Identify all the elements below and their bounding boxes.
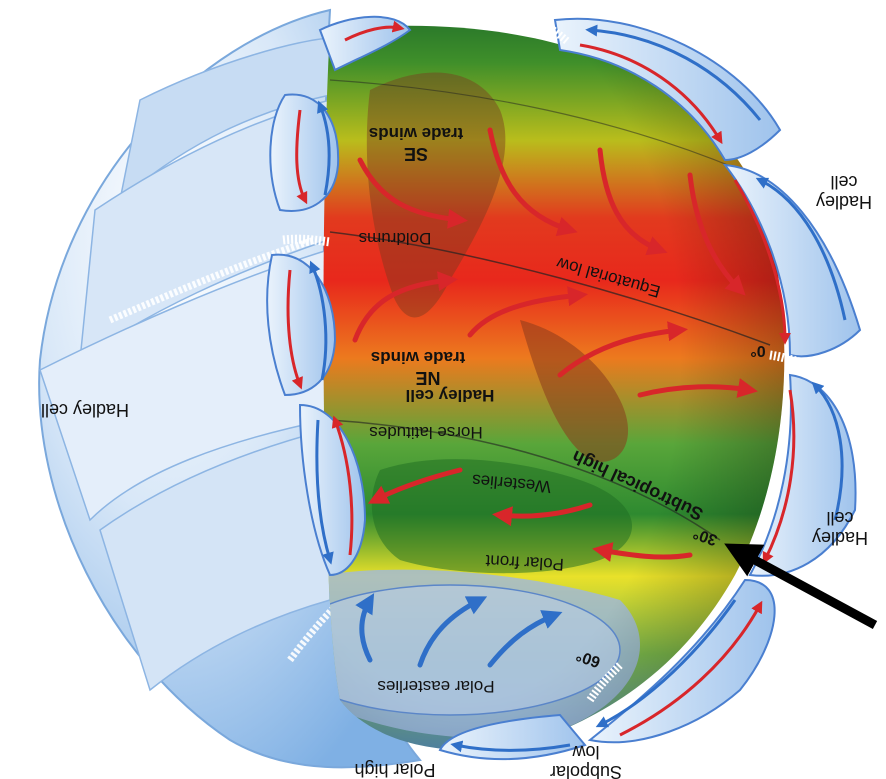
ne-trade-wind-arrow-4 [637,378,758,398]
cloud-band-left-2 [287,577,368,663]
label-subpolar-low-1: Subpolar [550,762,622,779]
left-cell-top [318,15,412,72]
se-trade-wind-arrow-4 [687,172,746,296]
cloud-band-top [537,16,571,46]
cloud-band-left-1 [108,236,317,324]
label-hadley-cell-center: Hadley cell [406,386,495,405]
label-hadley-cell-mid-right-1: Hadley [812,528,868,548]
ne-trade-wind-arrow-2 [467,286,588,338]
label-ne-trade-winds: trade winds [371,348,465,367]
polar-easterly-arrows [355,593,563,668]
latitude-line-0 [329,231,771,346]
westerly-arrow-3 [592,542,693,562]
latitude-line-30 [329,419,721,541]
latitude-line-top [329,79,741,171]
label-horse-latitudes: Horse latitudes [369,423,482,442]
ne-trade-wind-arrow-1 [352,271,458,343]
pointer-arrow [724,543,878,629]
label-ne: NE [415,368,440,388]
label-subpolar-low-2: low [571,742,599,762]
right-cell-hadley-upper [722,163,862,358]
label-polar-front: Polar front [485,551,565,574]
westerly-arrow-2 [492,502,593,527]
ne-trade-wind-arrow-3 [557,321,688,378]
label-se: SE [404,144,428,164]
label-hadley-cell-top-right-1: Hadley [816,192,872,212]
cloud-band-right-equator [769,350,833,380]
label-doldrums: Doldrums [359,229,432,248]
westerly-arrow-1 [367,467,463,504]
label-polar-high: Polar high [354,760,435,779]
surface-wind-arrows [352,127,758,562]
cloud-band-equator [282,234,331,247]
right-cell-hadley-lower [748,373,857,577]
label-hadley-cell-top-right-2: cell [830,172,857,192]
cloud-band-subpolar [586,662,623,703]
label-hadley-cell-left: Hadley cell [41,400,129,420]
se-trade-wind-arrow-2 [487,127,578,237]
label-se-trade-winds: trade winds [369,124,463,143]
cell-circulation-arrows [286,20,847,753]
label-polar-easterlies: Polar easterlies [377,677,494,696]
label-hadley-cell-mid-right-2: cell [826,508,853,528]
label-lat-0: 0° [750,342,765,359]
se-trade-wind-arrow-1 [357,157,468,229]
se-trade-wind-arrow-3 [597,147,668,256]
